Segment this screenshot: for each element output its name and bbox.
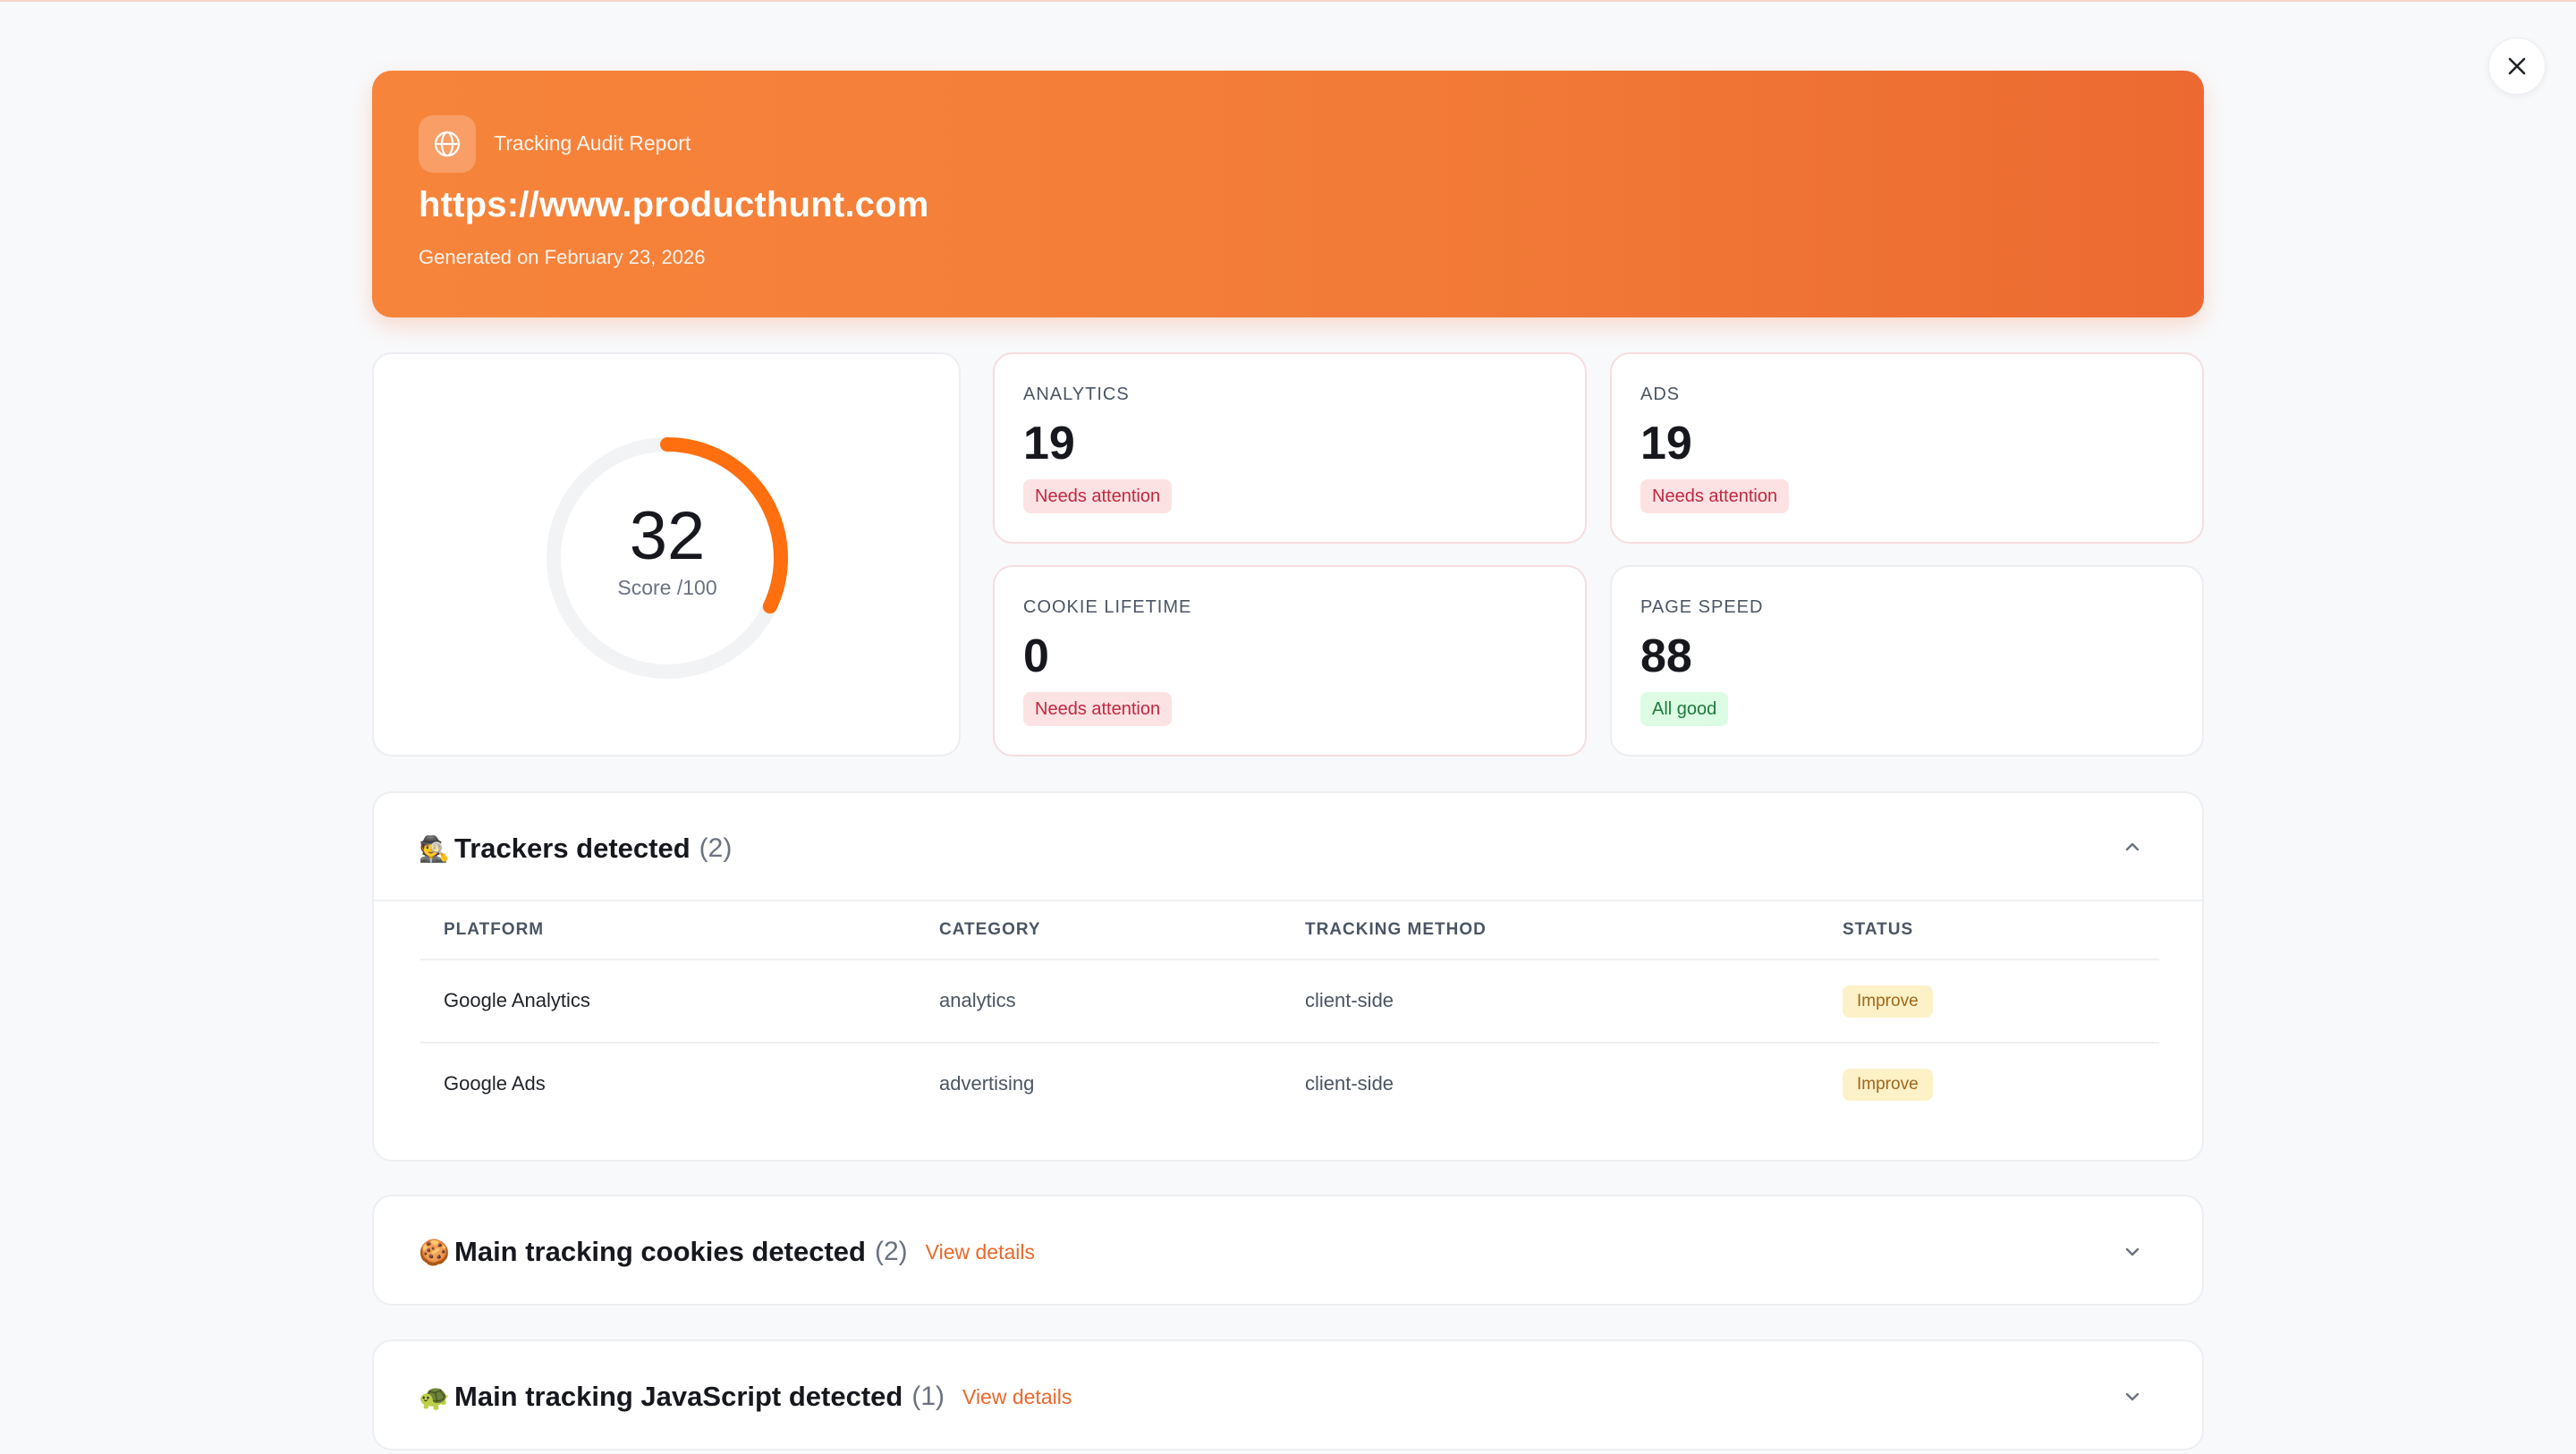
metric-label: COOKIE LIFETIME [1023, 597, 1191, 618]
metric-value: 0 [1023, 630, 1049, 683]
section-title: Trackers detected [454, 833, 691, 865]
top-border [0, 0, 2576, 2]
chevron-up-icon[interactable] [2120, 834, 2145, 859]
chevron-down-icon[interactable] [2120, 1239, 2145, 1264]
report-kicker: Tracking Audit Report [494, 131, 691, 156]
status-badge: Improve [1843, 1069, 1933, 1101]
category-cell: analytics [939, 989, 1016, 1012]
metric-card-analytics: ANALYTICS 19 Needs attention [993, 352, 1587, 544]
column-header-tracking-method: TRACKING METHOD [1305, 920, 1487, 940]
status-badge: Needs attention [1023, 692, 1172, 726]
score-gauge: 32 Score /100 [542, 433, 792, 683]
report-header: Tracking Audit Report https://www.produc… [372, 71, 2204, 317]
turtle-emoji-icon: 🐢 [419, 1382, 445, 1412]
divider [420, 1042, 2159, 1044]
status-badge: Needs attention [1640, 479, 1789, 513]
score-label: Score /100 [542, 576, 792, 600]
scripts-panel: 🐢 Main tracking JavaScript detected (1) … [372, 1340, 2204, 1450]
metric-value: 19 [1023, 417, 1075, 470]
section-count: (1) [911, 1382, 945, 1412]
cookies-header[interactable]: 🍪 Main tracking cookies detected (2) Vie… [419, 1230, 1035, 1273]
generated-date: Generated on February 23, 2026 [419, 246, 705, 269]
metric-card-ads: ADS 19 Needs attention [1610, 352, 2204, 544]
metric-value: 88 [1640, 630, 1692, 683]
category-cell: advertising [939, 1072, 1034, 1095]
audited-url: https://www.producthunt.com [419, 185, 929, 225]
section-count: (2) [875, 1237, 908, 1267]
metric-label: ADS [1640, 385, 1680, 405]
trackers-header[interactable]: 🕵️ Trackers detected (2) [419, 827, 732, 870]
score-card: 32 Score /100 [372, 352, 961, 757]
close-button[interactable] [2488, 38, 2546, 95]
view-details-link[interactable]: View details [926, 1240, 1035, 1264]
platform-cell: Google Ads [444, 1072, 546, 1095]
section-title: Main tracking JavaScript detected [454, 1381, 902, 1413]
divider [420, 959, 2159, 960]
scripts-header[interactable]: 🐢 Main tracking JavaScript detected (1) … [419, 1375, 1072, 1418]
platform-cell: Google Analytics [444, 989, 590, 1012]
metric-value: 19 [1640, 417, 1692, 470]
column-header-category: CATEGORY [939, 920, 1041, 940]
metric-label: PAGE SPEED [1640, 597, 1763, 618]
divider [374, 900, 2202, 901]
section-title: Main tracking cookies detected [454, 1236, 866, 1268]
view-details-link[interactable]: View details [962, 1385, 1072, 1409]
status-badge: Improve [1843, 985, 1933, 1018]
trackers-panel: 🕵️ Trackers detected (2) PLATFORM CATEGO… [372, 791, 2204, 1162]
method-cell: client-side [1305, 1072, 1394, 1095]
column-header-status: STATUS [1843, 920, 1913, 940]
cookies-panel: 🍪 Main tracking cookies detected (2) Vie… [372, 1195, 2204, 1306]
globe-icon [432, 129, 462, 159]
chevron-down-icon[interactable] [2120, 1384, 2145, 1409]
close-icon [2507, 56, 2527, 76]
cookie-emoji-icon: 🍪 [419, 1238, 445, 1267]
status-badge: All good [1640, 692, 1728, 726]
score-value: 32 [542, 503, 792, 571]
detective-emoji-icon: 🕵️ [419, 834, 445, 864]
method-cell: client-side [1305, 989, 1394, 1012]
column-header-platform: PLATFORM [444, 920, 544, 940]
metric-label: ANALYTICS [1023, 385, 1130, 405]
globe-icon-wrapper [419, 115, 476, 173]
section-count: (2) [699, 833, 733, 864]
status-badge: Needs attention [1023, 479, 1172, 513]
metric-card-cookie-lifetime: COOKIE LIFETIME 0 Needs attention [993, 565, 1587, 757]
metric-card-page-speed: PAGE SPEED 88 All good [1610, 565, 2204, 757]
